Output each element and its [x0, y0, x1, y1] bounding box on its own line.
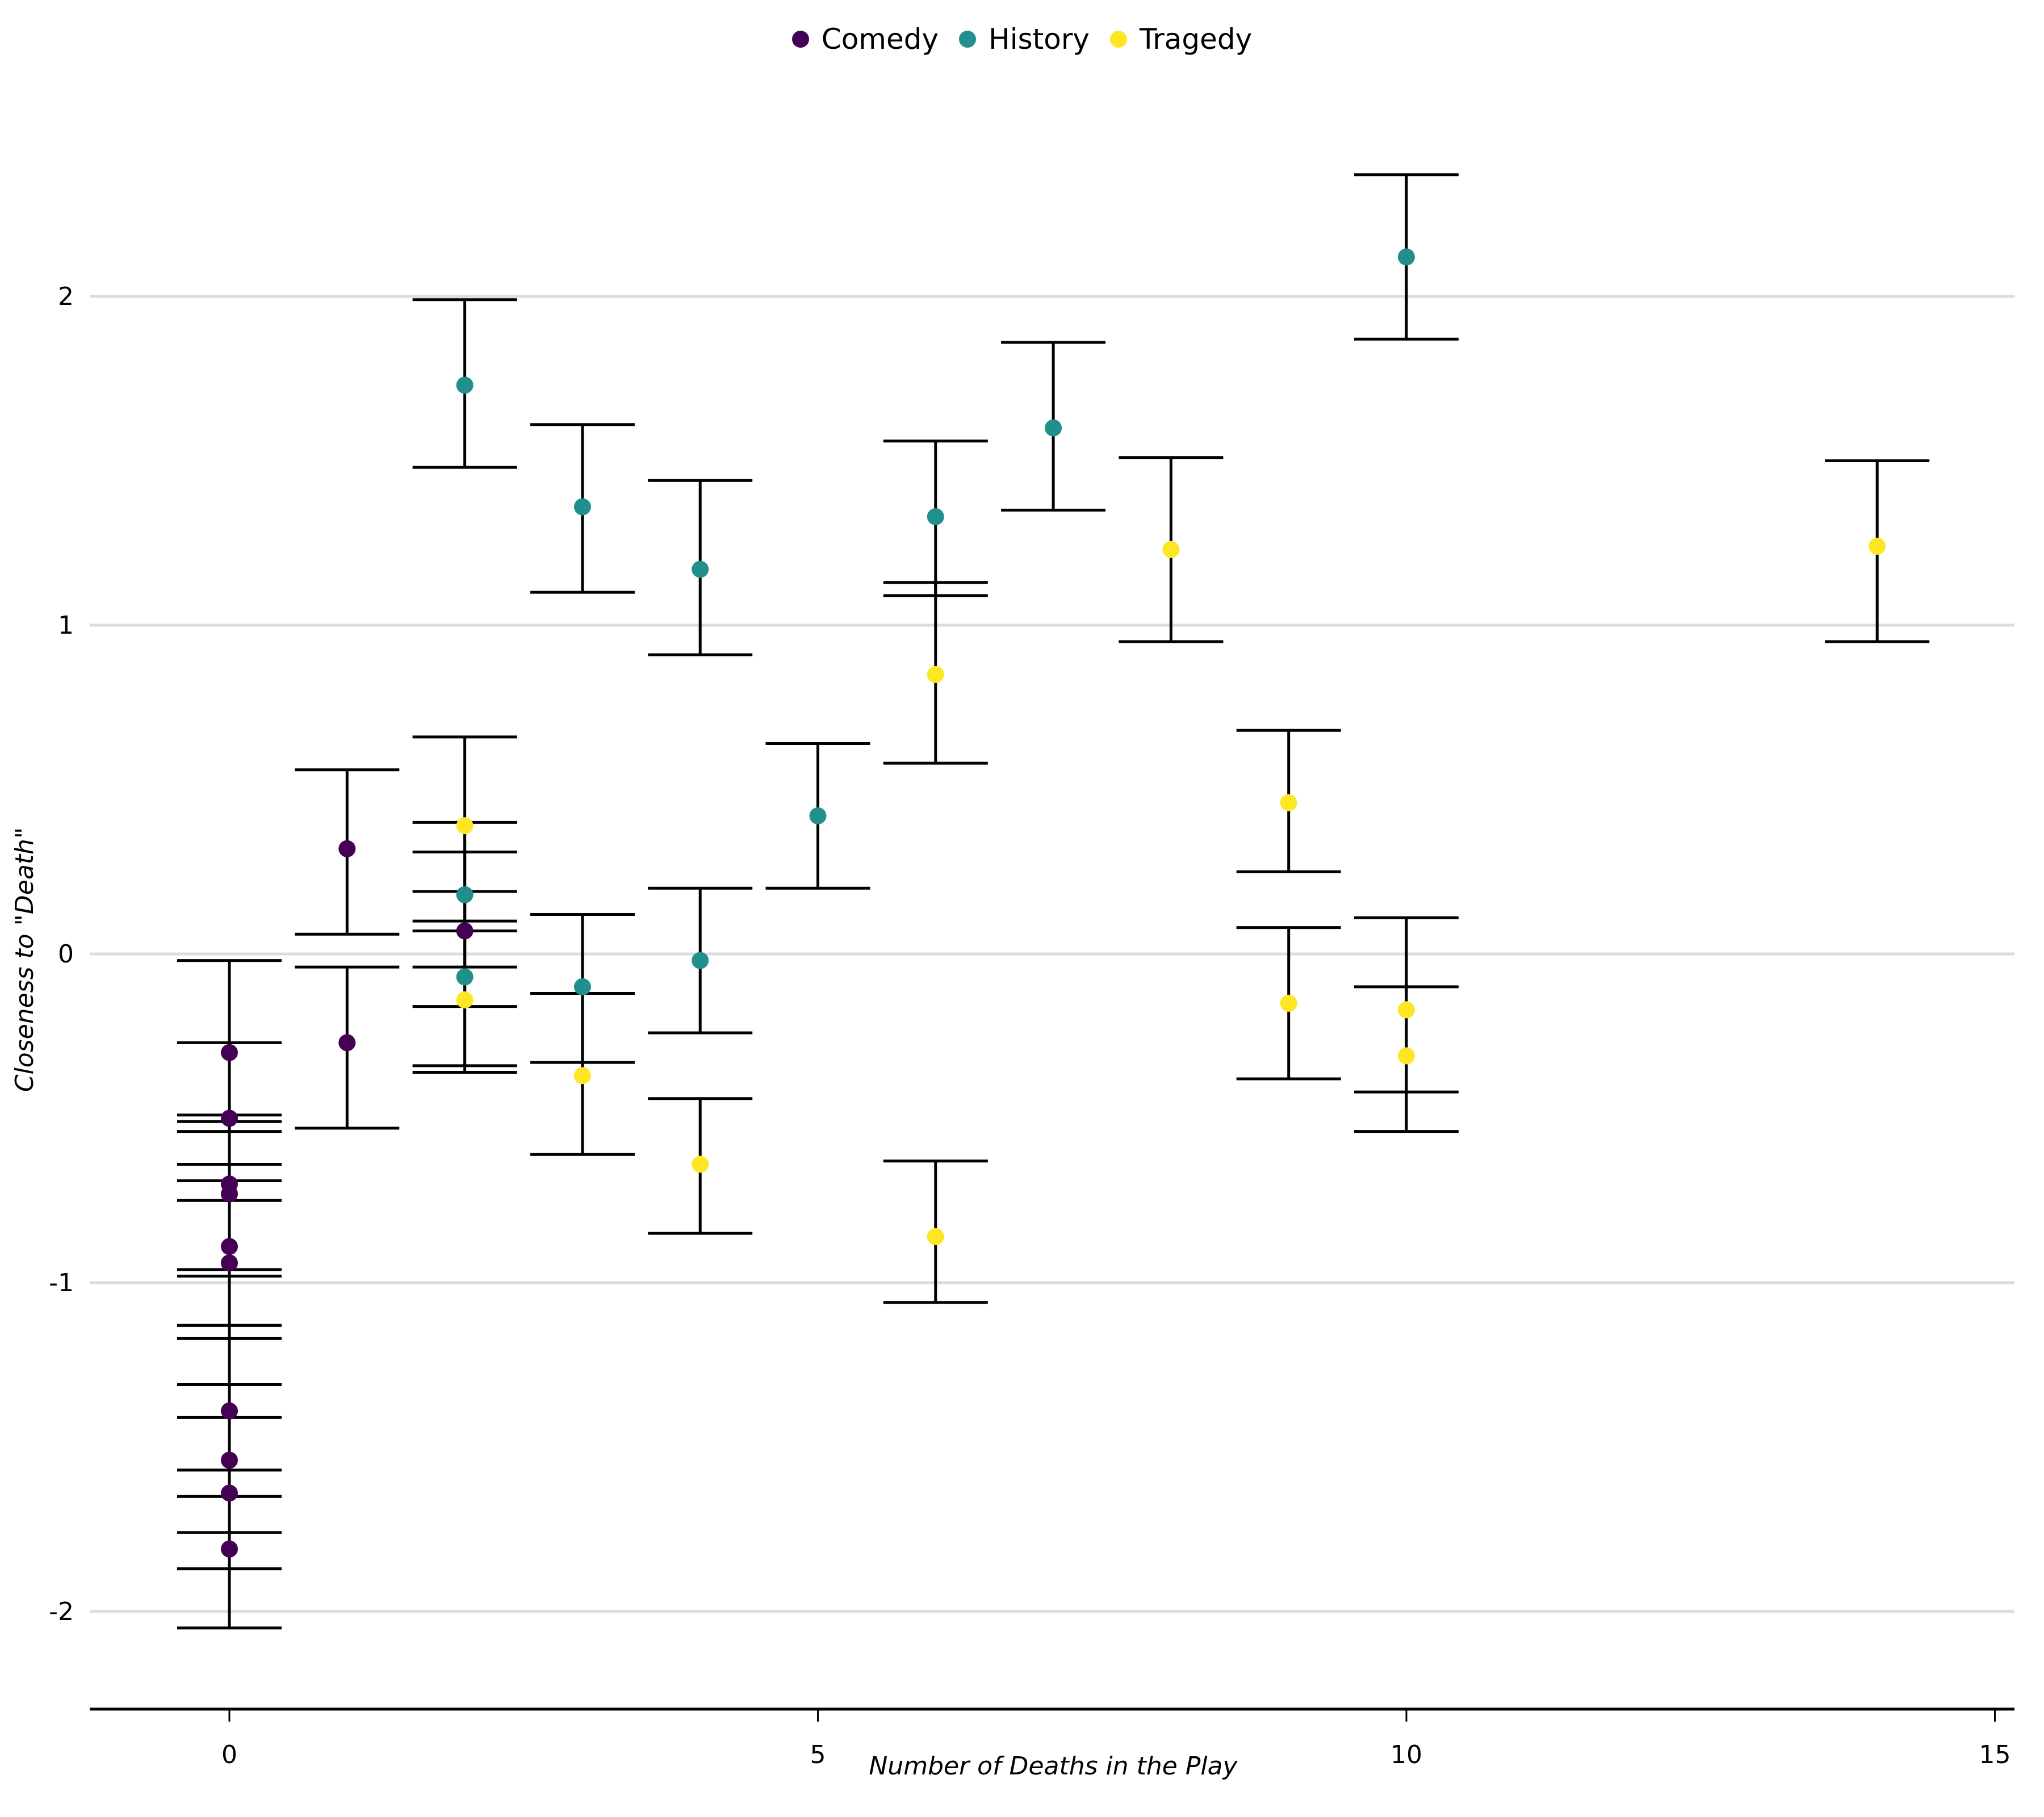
legend-marker-history [959, 31, 977, 48]
data-point-tragedy [1398, 1001, 1415, 1019]
data-point-comedy [338, 840, 356, 857]
data-point-tragedy [927, 1228, 944, 1245]
data-point-history [456, 376, 474, 394]
x-tick-label: 5 [810, 1740, 826, 1769]
data-point-tragedy [692, 1155, 709, 1173]
data-point-comedy [221, 1238, 238, 1255]
data-point-tragedy [1280, 994, 1297, 1012]
legend-marker-comedy [791, 31, 809, 48]
data-point-comedy [221, 1185, 238, 1203]
data-point-history [1045, 419, 1062, 437]
legend-label-history: History [989, 23, 1090, 56]
data-point-comedy [221, 1451, 238, 1469]
y-tick-label: 1 [58, 611, 74, 640]
data-point-history [809, 807, 827, 824]
data-point-comedy [456, 922, 474, 940]
data-point-history [573, 978, 591, 995]
data-point-comedy [221, 1044, 238, 1061]
legend-item-history[interactable]: History [959, 23, 1090, 56]
legend-marker-tragedy [1109, 31, 1127, 48]
x-tick-label: 15 [1979, 1740, 2011, 1769]
legend-label-tragedy: Tragedy [1139, 23, 1253, 56]
y-tick-label: -2 [49, 1597, 74, 1626]
data-point-comedy [221, 1484, 238, 1502]
data-point-history [456, 968, 474, 986]
data-point-tragedy [456, 817, 474, 835]
data-point-tragedy [1869, 538, 1886, 555]
data-point-comedy [221, 1540, 238, 1558]
data-point-comedy [221, 1110, 238, 1127]
data-point-comedy [338, 1034, 356, 1052]
data-point-history [573, 498, 591, 516]
data-point-comedy [221, 1254, 238, 1272]
x-axis-title: Number of Deaths in the Play [869, 1752, 1238, 1781]
legend-label-comedy: Comedy [821, 23, 939, 56]
legend-item-tragedy[interactable]: Tragedy [1109, 23, 1253, 56]
y-axis-title: Closeness to "Death" [10, 827, 39, 1092]
data-point-history [1398, 248, 1415, 266]
x-tick-label: 0 [221, 1740, 237, 1769]
y-tick-label: -1 [49, 1268, 74, 1297]
axes: -2 -1 0 1 2 0 5 10 15 [49, 282, 2014, 1769]
legend-item-comedy[interactable]: Comedy [791, 23, 939, 56]
legend: Comedy History Tragedy [0, 23, 2044, 56]
data-point-history [692, 560, 709, 578]
data-point-comedy [221, 1402, 238, 1420]
data-point-tragedy [1398, 1047, 1415, 1065]
gridlines [90, 295, 2014, 1613]
data-point-tragedy [1280, 794, 1297, 811]
x-tick-label: 10 [1390, 1740, 1422, 1769]
data-point-history [456, 886, 474, 903]
data-point-history [692, 952, 709, 969]
chart-marks [177, 173, 1930, 1630]
data-point-history [927, 508, 944, 525]
data-point-tragedy [1162, 541, 1180, 558]
y-tick-label: 2 [58, 282, 74, 311]
y-tick-label: 0 [58, 940, 74, 969]
data-point-tragedy [573, 1067, 591, 1085]
data-point-tragedy [456, 991, 474, 1009]
data-point-tragedy [927, 665, 944, 683]
